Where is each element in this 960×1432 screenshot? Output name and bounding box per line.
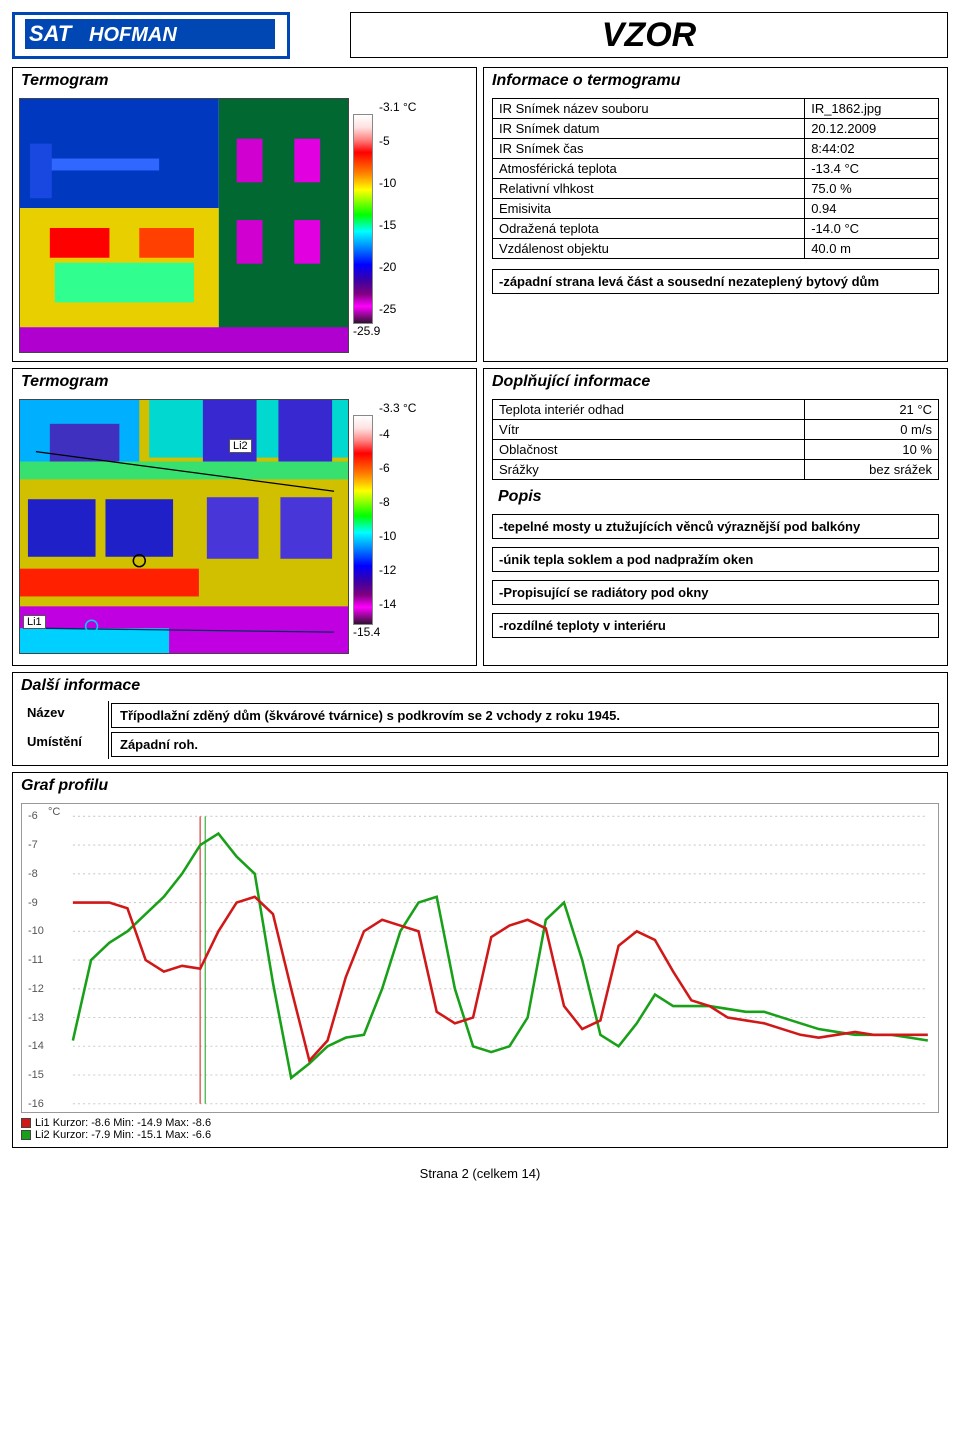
scale-labels-1: -3.1 °C -5 -10 -15 -20 -25 -25.9 — [379, 98, 439, 338]
dopln-cell: Srážky — [493, 460, 805, 480]
page-footer: Strana 2 (celkem 14) — [12, 1166, 948, 1181]
dalsi-nazev-value: Třípodlažní zděný dům (škvárové tvárnice… — [111, 703, 939, 728]
dalsi-umisteni-value: Západní roh. — [111, 732, 939, 757]
thermal-image-2 — [19, 399, 349, 654]
dalsi-box: Další informace Název Třípodlažní zděný … — [12, 672, 948, 766]
info-cell: -13.4 °C — [805, 159, 939, 179]
logo: SAT HOFMAN — [12, 12, 290, 59]
info-cell: -14.0 °C — [805, 219, 939, 239]
info-cell: 20.12.2009 — [805, 119, 939, 139]
legend-li2: Li2 Kurzor: -7.9 Min: -15.1 Max: -6.6 — [35, 1129, 211, 1141]
popis-title: Popis — [498, 488, 939, 506]
popis-item: -Propisující se radiátory pod okny — [492, 580, 939, 605]
termogram2-title: Termogram — [13, 369, 476, 395]
termogram1-box: Termogram -3.1 °C - — [12, 67, 477, 362]
popis-item: -únik tepla soklem a pod nadpražím oken — [492, 547, 939, 572]
info-cell: 8:44:02 — [805, 139, 939, 159]
marker-li1: Li1 — [23, 615, 46, 629]
info-cell: IR Snímek datum — [493, 119, 805, 139]
info-cell: Emisivita — [493, 199, 805, 219]
logo-hofman: HOFMAN — [89, 24, 177, 46]
scale-labels-2: -3.3 °C -4 -6 -8 -10 -12 -14 -15.4 — [379, 399, 439, 639]
scale-bar-1 — [353, 114, 373, 324]
info-cell: 0.94 — [805, 199, 939, 219]
dopln-title: Doplňující informace — [484, 369, 947, 395]
termogram1-title: Termogram — [13, 68, 476, 94]
popis-item: -rozdílné teploty v interiéru — [492, 613, 939, 638]
info-table: IR Snímek název souboruIR_1862.jpgIR Sní… — [492, 98, 939, 259]
dopln-cell: Vítr — [493, 420, 805, 440]
graf-legend: Li1 Kurzor: -8.6 Min: -14.9 Max: -8.6 Li… — [21, 1117, 939, 1141]
info-cell: IR Snímek název souboru — [493, 99, 805, 119]
dalsi-nazev-label: Název — [19, 701, 109, 730]
termogram2-box: Termogram — [12, 368, 477, 666]
dopln-cell: bez srážek — [805, 460, 939, 480]
dalsi-umisteni-label: Umístění — [19, 730, 109, 759]
graf-box: Graf profilu °C -6-7-8-9-10-11-12-13-14-… — [12, 772, 948, 1148]
legend-li1: Li1 Kurzor: -8.6 Min: -14.9 Max: -8.6 — [35, 1117, 211, 1129]
info-cell: 40.0 m — [805, 239, 939, 259]
thermal-image-1 — [19, 98, 349, 353]
info-cell: Atmosférická teplota — [493, 159, 805, 179]
scale-bar-2 — [353, 415, 373, 625]
info-box: Informace o termogramu IR Snímek název s… — [483, 67, 948, 362]
dalsi-title: Další informace — [13, 673, 947, 699]
dopln-box: Doplňující informace Teplota interiér od… — [483, 368, 948, 666]
info-cell: Relativní vlhkost — [493, 179, 805, 199]
graf-title: Graf profilu — [13, 773, 947, 799]
graf-area: °C -6-7-8-9-10-11-12-13-14-15-16 — [21, 803, 939, 1113]
dopln-cell: 21 °C — [805, 400, 939, 420]
info-cell: Vzdálenost objektu — [493, 239, 805, 259]
vzor-title: VZOR — [350, 12, 948, 58]
dopln-cell: Teplota interiér odhad — [493, 400, 805, 420]
info-cell: Odražená teplota — [493, 219, 805, 239]
marker-li2: Li2 — [229, 439, 252, 453]
dopln-cell: 10 % — [805, 440, 939, 460]
dopln-cell: 0 m/s — [805, 420, 939, 440]
info-cell: IR_1862.jpg — [805, 99, 939, 119]
dopln-cell: Oblačnost — [493, 440, 805, 460]
info-title: Informace o termogramu — [484, 68, 947, 94]
dopln-table: Teplota interiér odhad21 °CVítr0 m/sObla… — [492, 399, 939, 480]
info-cell: IR Snímek čas — [493, 139, 805, 159]
popis-item: -tepelné mosty u ztužujících věnců výraz… — [492, 514, 939, 539]
info-note: -západní strana levá část a sousední nez… — [492, 269, 939, 294]
info-cell: 75.0 % — [805, 179, 939, 199]
logo-sat: SAT — [29, 21, 73, 46]
